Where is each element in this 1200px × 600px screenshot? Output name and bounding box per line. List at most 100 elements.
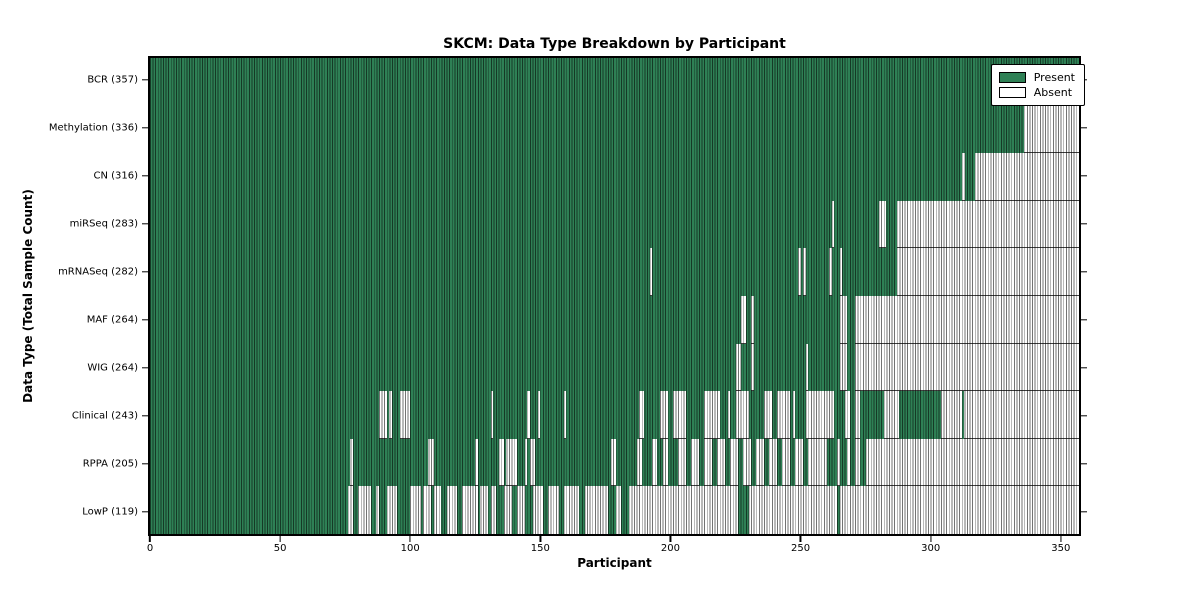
present-segment xyxy=(719,391,728,439)
present-segment xyxy=(529,391,538,439)
present-segment xyxy=(850,438,856,487)
present-segment xyxy=(150,105,1025,154)
x-tick-mark xyxy=(929,536,932,542)
legend-label: Absent xyxy=(1033,86,1073,99)
chart-title: SKCM: Data Type Breakdown by Participant xyxy=(443,36,786,52)
present-segment xyxy=(527,438,530,487)
y-tick-label-methylation: Methylation (336) xyxy=(48,122,138,134)
row-band-wig xyxy=(150,343,1079,392)
row-band-mirseq xyxy=(150,200,1079,249)
y-tick-label-cn: CN (316) xyxy=(93,170,138,182)
present-segment xyxy=(800,248,804,296)
present-segment xyxy=(579,486,585,534)
y-tick-label-mirseq: miRSeq (283) xyxy=(69,218,138,230)
y-tick-mark xyxy=(1081,415,1087,417)
present-segment xyxy=(725,438,731,487)
y-tick-mark xyxy=(142,127,148,129)
row-band-lowp xyxy=(150,486,1079,534)
present-segment xyxy=(488,486,491,534)
present-segment xyxy=(834,391,845,439)
y-tick-mark xyxy=(1081,511,1087,513)
present-segment xyxy=(566,391,640,439)
y-axis-ticks: BCR (357) Methylation (336) CN (316) miRSeq… xyxy=(0,56,148,536)
x-axis-label: Participant xyxy=(577,556,652,570)
present-segment xyxy=(699,438,705,487)
x-tick-label: 50 xyxy=(273,543,287,554)
present-segment xyxy=(542,486,549,534)
x-tick-200: 200 xyxy=(661,536,680,554)
present-segment xyxy=(753,343,806,392)
present-segment xyxy=(886,200,897,249)
legend-swatch-present xyxy=(998,72,1026,83)
present-segment xyxy=(803,438,809,487)
present-segment xyxy=(420,486,424,534)
present-segment xyxy=(378,486,387,534)
x-tick-0: 0 xyxy=(147,536,153,554)
present-segment xyxy=(686,438,692,487)
present-segment xyxy=(738,438,744,487)
x-tick-label: 150 xyxy=(530,543,550,554)
row-band-mrnaseq xyxy=(150,248,1079,296)
present-segment xyxy=(777,438,783,487)
present-segment xyxy=(805,248,830,296)
present-segment xyxy=(150,486,348,534)
y-tick-mark xyxy=(142,511,148,513)
present-segment xyxy=(667,438,679,487)
present-segment xyxy=(511,486,517,534)
present-segment xyxy=(441,486,447,534)
plot-area: Present Absent xyxy=(148,56,1085,536)
present-segment xyxy=(730,391,736,439)
x-tick-label: 0 xyxy=(146,543,154,554)
y-tick-mark xyxy=(142,271,148,273)
y-tick-mark xyxy=(142,463,148,465)
present-segment xyxy=(834,200,879,249)
y-tick-label-rppa: RPPA (205) xyxy=(82,458,138,470)
present-segment xyxy=(607,486,616,534)
present-segment xyxy=(836,486,840,534)
present-segment xyxy=(751,438,757,487)
present-segment xyxy=(808,343,840,392)
present-segment xyxy=(352,438,429,487)
y-tick-mark xyxy=(142,319,148,321)
x-tick-label: 300 xyxy=(921,543,941,554)
row-band-clinical xyxy=(150,391,1079,439)
present-segment xyxy=(644,391,661,439)
y-tick-mark xyxy=(142,415,148,417)
present-segment xyxy=(150,58,1079,106)
present-segment xyxy=(712,438,718,487)
present-segment xyxy=(850,391,856,439)
y-tick-label-lowp: LowP (119) xyxy=(82,506,138,518)
present-segment xyxy=(826,438,837,487)
x-tick-mark xyxy=(409,536,411,542)
present-segment xyxy=(764,438,770,487)
present-segment xyxy=(860,438,866,487)
row-band-rppa xyxy=(150,438,1079,487)
y-tick-label-wig: WIG (264) xyxy=(87,362,138,374)
present-segment xyxy=(150,343,736,392)
y-tick-mark xyxy=(142,79,148,81)
x-tick-mark xyxy=(799,536,802,542)
present-segment xyxy=(493,391,528,439)
present-segment xyxy=(150,248,650,296)
present-segment xyxy=(516,438,525,487)
x-tick-300: 300 xyxy=(921,536,940,554)
present-segment xyxy=(392,391,400,439)
present-segment xyxy=(524,486,533,534)
x-tick-mark xyxy=(539,536,542,542)
y-tick-mark xyxy=(1081,271,1087,273)
x-tick-100: 100 xyxy=(401,536,420,554)
present-segment xyxy=(667,391,674,439)
present-segment xyxy=(540,391,564,439)
legend-label: Present xyxy=(1033,71,1075,84)
legend-swatch-absent xyxy=(998,87,1026,98)
y-tick-label-mrnaseq: mRNASeq (282) xyxy=(58,266,138,278)
present-segment xyxy=(771,391,778,439)
present-segment xyxy=(686,391,705,439)
present-segment xyxy=(150,438,351,487)
present-segment xyxy=(842,248,897,296)
present-segment xyxy=(457,486,463,534)
y-axis-ticks-right xyxy=(1081,56,1089,536)
x-tick-50: 50 xyxy=(273,536,287,554)
present-segment xyxy=(831,248,840,296)
present-segment xyxy=(558,486,564,534)
